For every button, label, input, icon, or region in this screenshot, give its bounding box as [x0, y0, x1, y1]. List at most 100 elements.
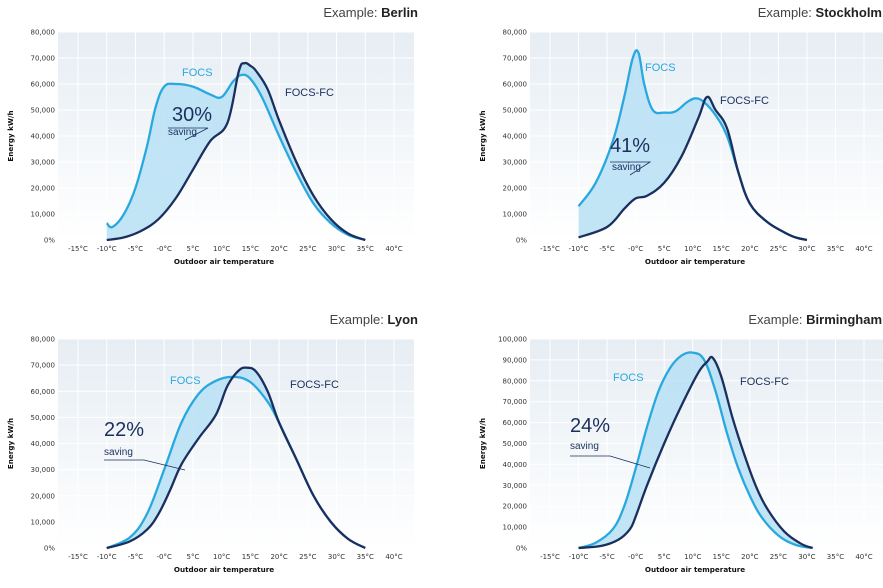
- chart-birmingham: 0% 10,000 20,000 30,000 40,000 50,000 60,000 70…: [478, 312, 883, 574]
- x-tick-label: -15°C: [540, 553, 560, 561]
- y-tick-label: 40,000: [503, 461, 528, 469]
- y-tick-label: 60,000: [503, 419, 528, 427]
- x-tick-label: -5°C: [128, 553, 143, 561]
- x-tick-label: 40°C: [855, 245, 872, 253]
- y-tick-label: 80,000: [31, 29, 56, 37]
- x-tick-label: 10°C: [684, 553, 701, 561]
- chart-panel-birmingham: 0% 10,000 20,000 30,000 40,000 50,000 60,000 70…: [442, 294, 883, 588]
- x-tick-label: -15°C: [68, 553, 88, 561]
- chart-stockholm: 0% 10,000 20,000 30,000 40,000 50,000 60,000 70…: [478, 5, 883, 266]
- y-tick-label: 20,000: [503, 503, 528, 511]
- y-tick-label: 10,000: [31, 518, 56, 526]
- x-tick-label: -15°C: [68, 245, 88, 253]
- y-axis-title: Energy kW/h: [478, 418, 487, 469]
- y-tick-label: 0%: [516, 237, 527, 245]
- chart-title: Example: Stockholm: [758, 5, 882, 20]
- series-label-focs-fc: FOCS-FC: [290, 379, 339, 391]
- y-tick-label: 50,000: [31, 107, 56, 115]
- y-tick-label: 80,000: [31, 336, 56, 344]
- x-tick-label: 20°C: [270, 553, 287, 561]
- y-axis-title: Energy kW/h: [6, 110, 15, 161]
- saving-label: saving: [104, 447, 133, 458]
- x-tick-label: -10°C: [97, 245, 117, 253]
- x-tick-label: -5°C: [599, 553, 614, 561]
- saving-label: saving: [168, 127, 197, 138]
- y-tick-label: 100,000: [498, 336, 527, 344]
- x-tick-label: -0°C: [156, 553, 171, 561]
- series-line-focs-fc: [106, 366, 366, 550]
- series-line-focs-fc: [106, 61, 366, 242]
- x-tick-label: 15°C: [713, 553, 730, 561]
- y-tick-label: 40,000: [31, 440, 56, 448]
- x-tick-label: 20°C: [741, 245, 758, 253]
- x-tick-label: 10°C: [213, 245, 230, 253]
- series-label-focs: FOCS: [613, 372, 644, 384]
- series-label-focs-fc: FOCS-FC: [740, 376, 789, 388]
- series-label-focs: FOCS: [170, 375, 201, 387]
- x-tick-label: -0°C: [156, 245, 171, 253]
- saving-leader-line: [610, 161, 652, 176]
- y-tick-label: 20,000: [503, 185, 528, 193]
- y-tick-label: 60,000: [503, 81, 528, 89]
- y-tick-label: 20,000: [31, 492, 56, 500]
- y-tick-label: 30,000: [31, 159, 56, 167]
- x-tick-label: 40°C: [385, 245, 402, 253]
- saving-label: saving: [570, 441, 599, 452]
- y-tick-label: 50,000: [31, 414, 56, 422]
- saving-leader-line: [570, 455, 651, 469]
- x-tick-label: 35°C: [357, 553, 374, 561]
- y-tick-label: 10,000: [31, 211, 56, 219]
- saving-leader-line: [168, 127, 209, 141]
- y-tick-label: 60,000: [31, 81, 56, 89]
- x-tick-label: 30°C: [798, 553, 815, 561]
- x-tick-label: -15°C: [540, 245, 560, 253]
- y-tick-label: 60,000: [31, 388, 56, 396]
- series-label-focs-fc: FOCS-FC: [285, 87, 334, 99]
- y-tick-label: 30,000: [31, 466, 56, 474]
- x-tick-label: 15°C: [242, 245, 259, 253]
- x-tick-label: 35°C: [357, 245, 374, 253]
- x-tick-label: 20°C: [741, 553, 758, 561]
- y-tick-label: 10,000: [503, 524, 528, 532]
- x-tick-label: 25°C: [770, 245, 787, 253]
- y-tick-label: 70,000: [31, 55, 56, 63]
- series-line-focs: [105, 73, 366, 242]
- y-tick-label: 70,000: [31, 362, 56, 370]
- x-tick-label: 25°C: [299, 553, 316, 561]
- y-tick-label: 50,000: [503, 440, 528, 448]
- x-tick-label: -5°C: [599, 245, 614, 253]
- y-tick-label: 10,000: [503, 211, 528, 219]
- saving-area: [578, 352, 813, 548]
- saving-leader-line: [104, 459, 186, 471]
- y-tick-label: 30,000: [503, 482, 528, 490]
- x-tick-label: 25°C: [770, 553, 787, 561]
- x-tick-label: 5°C: [658, 553, 671, 561]
- y-axis-title: Energy kW/h: [6, 418, 15, 469]
- x-tick-label: -0°C: [628, 245, 643, 253]
- chart-berlin: 0% 10,000 20,000 30,000 40,000 50,000 60,000 70…: [6, 5, 418, 266]
- saving-percent: 41%: [610, 135, 650, 157]
- x-tick-label: 35°C: [827, 245, 844, 253]
- y-tick-label: 0%: [516, 545, 527, 553]
- chart-title: Example: Berlin: [323, 5, 418, 20]
- y-tick-label: 0%: [44, 237, 55, 245]
- x-tick-label: 10°C: [213, 553, 230, 561]
- x-tick-label: 35°C: [827, 553, 844, 561]
- x-tick-label: -10°C: [569, 553, 589, 561]
- y-tick-label: 20,000: [31, 185, 56, 193]
- series-line-focs-fc: [578, 95, 808, 242]
- x-tick-label: 30°C: [328, 553, 345, 561]
- x-tick-label: 10°C: [684, 245, 701, 253]
- x-tick-label: -0°C: [628, 553, 643, 561]
- chart-title: Example: Birmingham: [748, 312, 882, 327]
- x-tick-label: -10°C: [97, 553, 117, 561]
- y-tick-label: 40,000: [31, 133, 56, 141]
- saving-percent: 22%: [104, 419, 144, 441]
- y-tick-label: 90,000: [503, 356, 528, 364]
- series-label-focs: FOCS: [182, 67, 213, 79]
- x-tick-label: -5°C: [128, 245, 143, 253]
- y-tick-label: 40,000: [503, 133, 528, 141]
- x-tick-label: 40°C: [385, 553, 402, 561]
- x-tick-label: 40°C: [855, 553, 872, 561]
- x-tick-label: 15°C: [242, 553, 259, 561]
